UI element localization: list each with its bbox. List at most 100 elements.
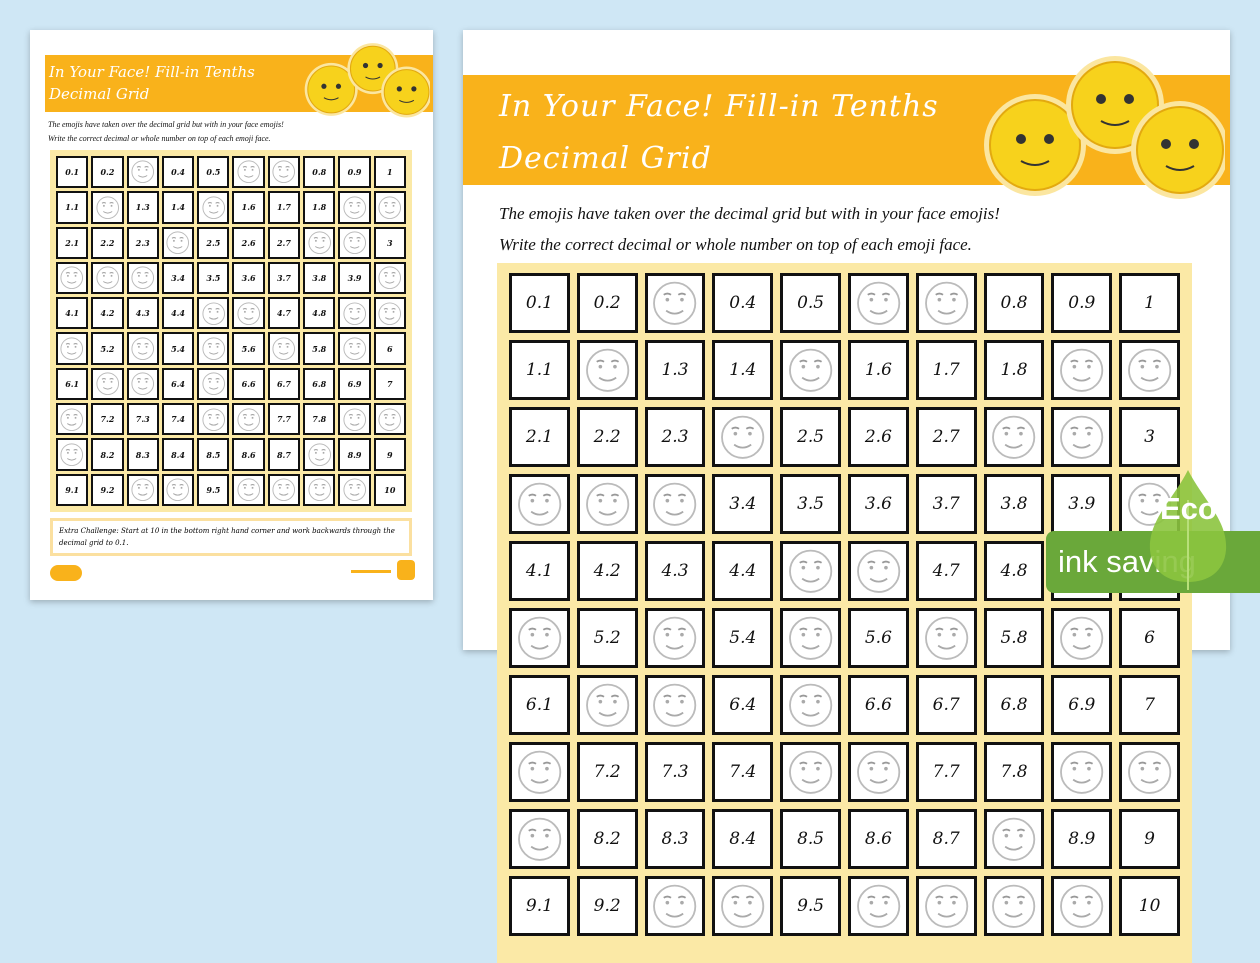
grid-cell-emoji (303, 226, 336, 259)
grid-cell: 5.6 (232, 332, 265, 365)
decimal-grid-small: 0.1 0.2 0.4 0.5 0.8 0.9 1 1.1 1.3 1.4 1.6 1.7 1.8 2.1… (50, 150, 412, 512)
grid-cell: 7 (1119, 675, 1180, 735)
grid-cell-emoji (780, 742, 841, 802)
grid-cell: 4.8 (983, 541, 1045, 601)
grid-cell: 8.7 (267, 438, 301, 471)
grid-cell-emoji (56, 403, 89, 436)
emoji-face-icon (721, 884, 765, 928)
grid-cell: 2.7 (267, 226, 301, 259)
grid-cell: 1.6 (232, 191, 265, 224)
emoji-face-icon (166, 478, 190, 502)
grid-cell: 9.2 (91, 473, 124, 506)
emoji-face-icon (343, 302, 366, 325)
emoji-face-icon (924, 884, 968, 928)
grid-cell: 1.3 (126, 191, 159, 224)
emoji-face-icon (924, 616, 968, 660)
emoji-face-icon (517, 817, 561, 861)
grid-cell: 1 (373, 156, 406, 189)
instructions-line-2: Write the correct decimal or whole numbe… (48, 134, 271, 143)
emoji-face-icon (60, 337, 84, 360)
grid-cell-emoji (1051, 742, 1113, 802)
emoji-face-icon (307, 478, 331, 502)
emoji-face-icon (517, 616, 561, 660)
grid-cell-emoji (576, 474, 638, 534)
grid-cell-emoji (338, 473, 371, 506)
grid-cell-emoji (126, 473, 159, 506)
grid-cell: 0.5 (197, 156, 230, 189)
grid-cell-emoji (197, 403, 230, 436)
grid-cell: 2.2 (576, 407, 638, 467)
grid-cell: 6.4 (712, 675, 774, 735)
grid-cell-emoji (509, 742, 570, 802)
grid-cell: 7.2 (576, 742, 638, 802)
emoji-face-icon (517, 482, 561, 526)
footer-text (351, 570, 391, 573)
grid-cell: 0.1 (56, 156, 89, 189)
emoji-face-icon (378, 196, 402, 219)
grid-cell-emoji (1051, 407, 1113, 467)
eco-label: Eco (1160, 491, 1217, 526)
emoji-face-icon (166, 231, 190, 255)
emoji-face-icon (789, 683, 833, 727)
emoji-face-icon (237, 407, 260, 431)
emoji-face-icon (237, 302, 260, 325)
grid-cell-emoji (197, 191, 230, 224)
emoji-face-icon (1060, 750, 1104, 794)
grid-cell-emoji (644, 876, 706, 936)
grid-cell: 9.2 (576, 876, 638, 936)
grid-cell: 8.4 (161, 438, 195, 471)
grid-cell: 0.4 (161, 156, 195, 189)
grid-cell: 3.8 (983, 474, 1045, 534)
grid-cell: 7.7 (267, 403, 301, 436)
grid-cell: 6.9 (338, 367, 371, 401)
grid-cell-emoji (780, 608, 841, 668)
grid-cell-emoji (847, 876, 909, 936)
grid-cell: 7.7 (915, 742, 977, 802)
emoji-face-icon (272, 160, 296, 184)
grid-cell-emoji (847, 541, 909, 601)
grid-cell: 6.7 (915, 675, 977, 735)
grid-cell-emoji (780, 675, 841, 735)
grid-cell: 9.1 (56, 473, 89, 506)
leaf-drop-icon (1149, 470, 1227, 590)
grid-cell: 3.6 (232, 261, 265, 295)
grid-cell-emoji (161, 226, 195, 259)
grid-cell: 4.3 (126, 297, 159, 330)
grid-cell: 3 (373, 226, 406, 259)
grid-cell: 4.1 (509, 541, 570, 601)
grid-cell: 4.2 (91, 297, 124, 330)
emoji-face-icon (992, 817, 1036, 861)
emoji-group-icon (984, 56, 1225, 199)
emoji-face-icon (96, 266, 119, 290)
grid-cell: 2.3 (126, 226, 159, 259)
grid-cell-emoji (91, 191, 124, 224)
emoji-face-icon (789, 750, 833, 794)
emoji-face-icon (307, 231, 331, 255)
grid-cell: 6.6 (847, 675, 909, 735)
grid-cell-emoji (1119, 742, 1180, 802)
emoji-face-icon (789, 549, 833, 593)
grid-cell-emoji (338, 403, 371, 436)
grid-cell: 6.9 (1051, 675, 1113, 735)
grid-cell: 1.7 (915, 340, 977, 400)
title-line-1: In Your Face! Fill-in Tenths (499, 89, 939, 124)
grid-cell: 6.8 (983, 675, 1045, 735)
emoji-face-icon (202, 407, 225, 431)
grid-cell: 7.4 (712, 742, 774, 802)
grid-cell-emoji (1119, 340, 1180, 400)
grid-cell-emoji (644, 608, 706, 668)
emoji-face-icon (60, 443, 84, 466)
grid-cell: 7.3 (644, 742, 706, 802)
emoji-face-icon (1060, 415, 1104, 459)
grid-cell: 3 (1119, 407, 1180, 467)
grid-cell-emoji (1051, 340, 1113, 400)
title-line-1: In Your Face! Fill-in Tenths (49, 63, 255, 81)
worksheet-thumbnail[interactable]: In Your Face! Fill-in Tenths Decimal Gri… (30, 30, 433, 600)
emoji-face-icon (585, 348, 629, 392)
grid-cell: 7.4 (161, 403, 195, 436)
grid-cell: 8.6 (232, 438, 265, 471)
grid-cell: 1.3 (644, 340, 706, 400)
grid-cell-emoji (197, 367, 230, 401)
emoji-face-icon (96, 372, 119, 396)
grid-cell: 7.8 (303, 403, 336, 436)
